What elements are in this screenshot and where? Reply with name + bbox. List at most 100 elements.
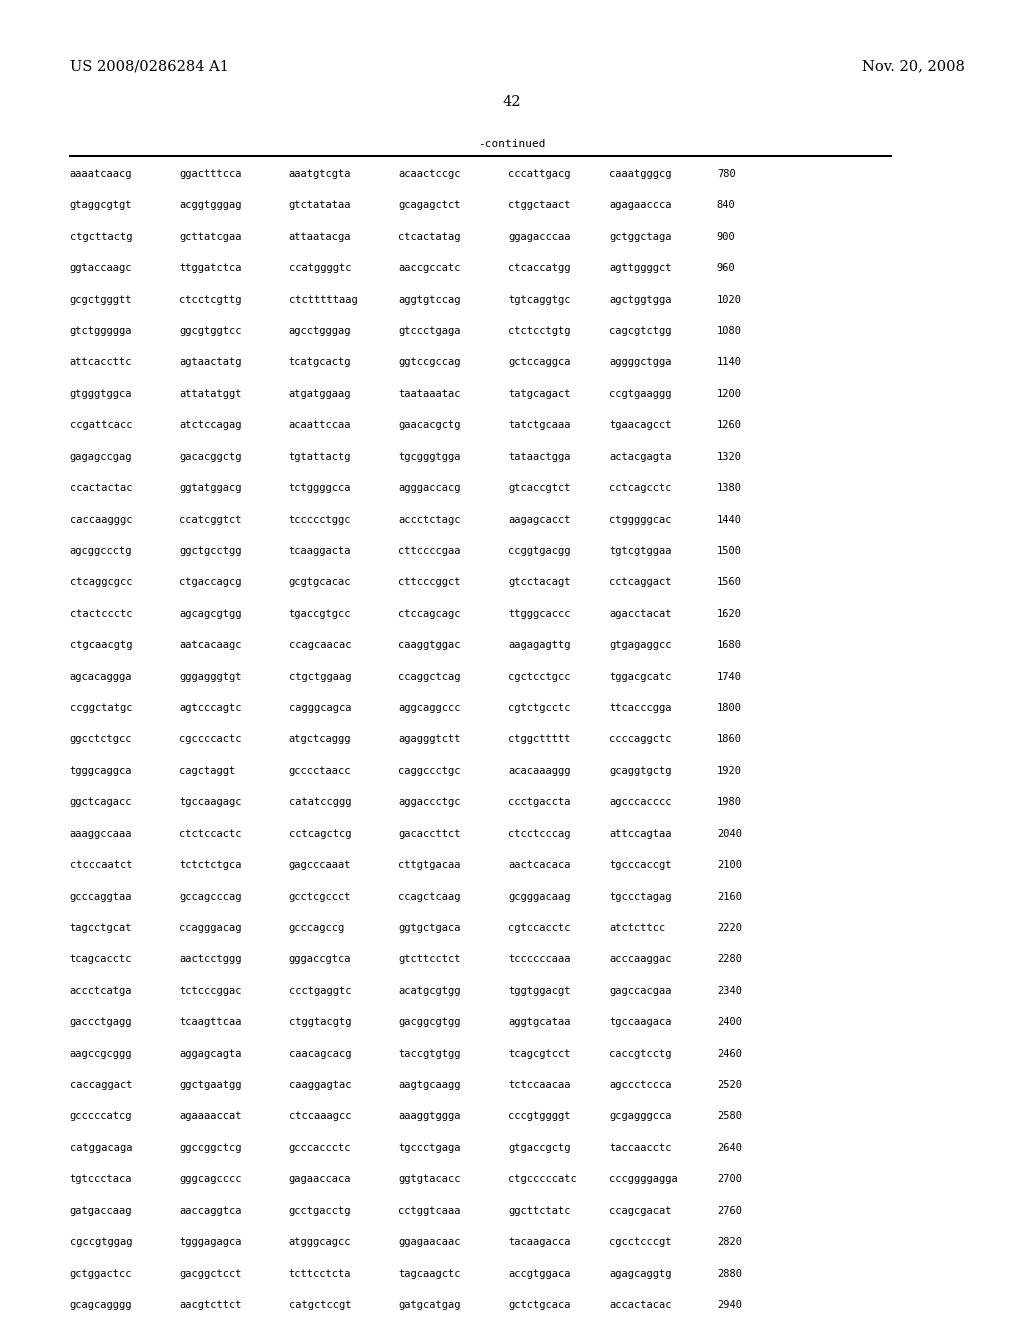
Text: tgtccctaca: tgtccctaca	[70, 1175, 132, 1184]
Text: agagggtctt: agagggtctt	[398, 734, 461, 744]
Text: ctgctggaag: ctgctggaag	[289, 672, 351, 681]
Text: caccgtcctg: caccgtcctg	[609, 1048, 672, 1059]
Text: ggtccgccag: ggtccgccag	[398, 358, 461, 367]
Text: aaaggtggga: aaaggtggga	[398, 1111, 461, 1122]
Text: aagccgcggg: aagccgcggg	[70, 1048, 132, 1059]
Text: ggtaccaagc: ggtaccaagc	[70, 263, 132, 273]
Text: cagcgtctgg: cagcgtctgg	[609, 326, 672, 337]
Text: tccccccaaa: tccccccaaa	[508, 954, 570, 965]
Text: gctctgcaca: gctctgcaca	[508, 1300, 570, 1309]
Text: tcaaggacta: tcaaggacta	[289, 546, 351, 556]
Text: gcaggtgctg: gcaggtgctg	[609, 766, 672, 776]
Text: agggaccacg: agggaccacg	[398, 483, 461, 494]
Text: ccctgaccta: ccctgaccta	[508, 797, 570, 808]
Text: ttgggcaccc: ttgggcaccc	[508, 609, 570, 619]
Text: ccggtgacgg: ccggtgacgg	[508, 546, 570, 556]
Text: tcagcgtcct: tcagcgtcct	[508, 1048, 570, 1059]
Text: gggcagcccc: gggcagcccc	[179, 1175, 242, 1184]
Text: gacaccttct: gacaccttct	[398, 829, 461, 838]
Text: 2820: 2820	[717, 1237, 741, 1247]
Text: tcagcacctc: tcagcacctc	[70, 954, 132, 965]
Text: ccatggggtc: ccatggggtc	[289, 263, 351, 273]
Text: 2280: 2280	[717, 954, 741, 965]
Text: catgctccgt: catgctccgt	[289, 1300, 351, 1309]
Text: ccactactac: ccactactac	[70, 483, 132, 494]
Text: ggcctctgcc: ggcctctgcc	[70, 734, 132, 744]
Text: gcccagccg: gcccagccg	[289, 923, 345, 933]
Text: ccagcgacat: ccagcgacat	[609, 1205, 672, 1216]
Text: ccggctatgc: ccggctatgc	[70, 704, 132, 713]
Text: tggacgcatc: tggacgcatc	[609, 672, 672, 681]
Text: cagctaggt: cagctaggt	[179, 766, 236, 776]
Text: acccaaggac: acccaaggac	[609, 954, 672, 965]
Text: agtaactatg: agtaactatg	[179, 358, 242, 367]
Text: tagcctgcat: tagcctgcat	[70, 923, 132, 933]
Text: ctccagcagc: ctccagcagc	[398, 609, 461, 619]
Text: gctggctaga: gctggctaga	[609, 232, 672, 242]
Text: tgggagagca: tgggagagca	[179, 1237, 242, 1247]
Text: aactcctggg: aactcctggg	[179, 954, 242, 965]
Text: 2640: 2640	[717, 1143, 741, 1152]
Text: aaccgccatc: aaccgccatc	[398, 263, 461, 273]
Text: aatcacaagc: aatcacaagc	[179, 640, 242, 651]
Text: 1680: 1680	[717, 640, 741, 651]
Text: -continued: -continued	[478, 139, 546, 149]
Text: cccattgacg: cccattgacg	[508, 169, 570, 180]
Text: accctcatga: accctcatga	[70, 986, 132, 995]
Text: gcctcgccct: gcctcgccct	[289, 891, 351, 902]
Text: gaccctgagg: gaccctgagg	[70, 1018, 132, 1027]
Text: 1380: 1380	[717, 483, 741, 494]
Text: agctggtgga: agctggtgga	[609, 294, 672, 305]
Text: gatgaccaag: gatgaccaag	[70, 1205, 132, 1216]
Text: 780: 780	[717, 169, 735, 180]
Text: gatgcatgag: gatgcatgag	[398, 1300, 461, 1309]
Text: cagggcagca: cagggcagca	[289, 704, 351, 713]
Text: catggacaga: catggacaga	[70, 1143, 132, 1152]
Text: gcctgacctg: gcctgacctg	[289, 1205, 351, 1216]
Text: cgccccactc: cgccccactc	[179, 734, 242, 744]
Text: cgccgtggag: cgccgtggag	[70, 1237, 132, 1247]
Text: caaggtggac: caaggtggac	[398, 640, 461, 651]
Text: ctgcttactg: ctgcttactg	[70, 232, 132, 242]
Text: taccaacctc: taccaacctc	[609, 1143, 672, 1152]
Text: cttccccgaa: cttccccgaa	[398, 546, 461, 556]
Text: tgccaagagc: tgccaagagc	[179, 797, 242, 808]
Text: gtgggtggca: gtgggtggca	[70, 389, 132, 399]
Text: tataactgga: tataactgga	[508, 451, 570, 462]
Text: ggtgtacacc: ggtgtacacc	[398, 1175, 461, 1184]
Text: ctgggggcac: ctgggggcac	[609, 515, 672, 524]
Text: gcagcagggg: gcagcagggg	[70, 1300, 132, 1309]
Text: aaccaggtca: aaccaggtca	[179, 1205, 242, 1216]
Text: ctcaccatgg: ctcaccatgg	[508, 263, 570, 273]
Text: aaaggccaaa: aaaggccaaa	[70, 829, 132, 838]
Text: 2580: 2580	[717, 1111, 741, 1122]
Text: ctccaaagcc: ctccaaagcc	[289, 1111, 351, 1122]
Text: aggagcagta: aggagcagta	[179, 1048, 242, 1059]
Text: tagcaagctc: tagcaagctc	[398, 1269, 461, 1279]
Text: ccctgaggtc: ccctgaggtc	[289, 986, 351, 995]
Text: caggccctgc: caggccctgc	[398, 766, 461, 776]
Text: atctccagag: atctccagag	[179, 420, 242, 430]
Text: tctggggcca: tctggggcca	[289, 483, 351, 494]
Text: ggccggctcg: ggccggctcg	[179, 1143, 242, 1152]
Text: gcccaggtaa: gcccaggtaa	[70, 891, 132, 902]
Text: tctcccggac: tctcccggac	[179, 986, 242, 995]
Text: tatctgcaaa: tatctgcaaa	[508, 420, 570, 430]
Text: agacctacat: agacctacat	[609, 609, 672, 619]
Text: tgtcaggtgc: tgtcaggtgc	[508, 294, 570, 305]
Text: tcaagttcaa: tcaagttcaa	[179, 1018, 242, 1027]
Text: acggtgggag: acggtgggag	[179, 201, 242, 210]
Text: caaatgggcg: caaatgggcg	[609, 169, 672, 180]
Text: gagccacgaa: gagccacgaa	[609, 986, 672, 995]
Text: ctgcaacgtg: ctgcaacgtg	[70, 640, 132, 651]
Text: 1320: 1320	[717, 451, 741, 462]
Text: ggagacccaa: ggagacccaa	[508, 232, 570, 242]
Text: 1140: 1140	[717, 358, 741, 367]
Text: aagtgcaagg: aagtgcaagg	[398, 1080, 461, 1090]
Text: ctcaggcgcc: ctcaggcgcc	[70, 577, 132, 587]
Text: 840: 840	[717, 201, 735, 210]
Text: ggactttcca: ggactttcca	[179, 169, 242, 180]
Text: gtcaccgtct: gtcaccgtct	[508, 483, 570, 494]
Text: gcagagctct: gcagagctct	[398, 201, 461, 210]
Text: ttcacccgga: ttcacccgga	[609, 704, 672, 713]
